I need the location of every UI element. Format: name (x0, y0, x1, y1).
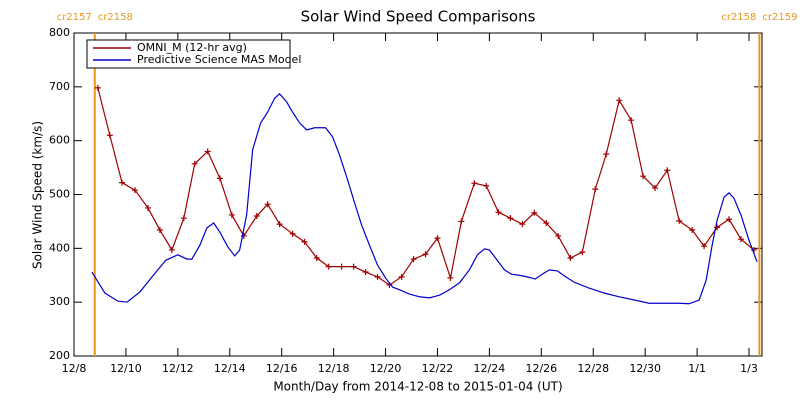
y-tick-label: 500 (49, 188, 70, 201)
x-tick-label: 12/16 (266, 362, 298, 375)
data-point (555, 232, 562, 239)
y-tick-label: 800 (49, 26, 70, 39)
data-point (737, 236, 744, 243)
data-point (531, 209, 538, 216)
data-point (689, 227, 696, 234)
data-point (592, 186, 599, 193)
data-point (458, 218, 465, 225)
legend-label: Predictive Science MAS Model (137, 53, 301, 66)
data-point (567, 255, 574, 262)
data-point (338, 263, 345, 270)
data-point (204, 148, 211, 155)
data-point (495, 209, 502, 216)
x-axis-label: Month/Day from 2014-12-08 to 2015-01-04 … (273, 380, 562, 394)
data-point (471, 180, 478, 187)
data-point (216, 175, 223, 182)
x-tick-label: 1/1 (688, 362, 706, 375)
data-point (106, 132, 113, 139)
data-point (374, 273, 381, 280)
data-point (180, 215, 187, 222)
x-tick-label: 12/14 (214, 362, 246, 375)
y-tick-label: 600 (49, 134, 70, 147)
y-tick-label: 700 (49, 80, 70, 93)
y-tick-label: 300 (49, 295, 70, 308)
data-point (313, 255, 320, 262)
data-point (447, 274, 454, 281)
x-tick-label: 12/10 (110, 362, 142, 375)
data-point (362, 269, 369, 276)
data-point (410, 256, 417, 263)
carrington-label: cr2157 (57, 12, 92, 23)
y-tick-label: 400 (49, 241, 70, 254)
data-point (628, 117, 635, 124)
data-point (603, 151, 610, 158)
x-tick-label: 12/22 (422, 362, 454, 375)
carrington-label: cr2159 (762, 12, 797, 23)
data-point (94, 84, 101, 91)
x-tick-label: 12/30 (629, 362, 661, 375)
x-tick-label: 12/18 (318, 362, 350, 375)
data-point (168, 246, 175, 253)
data-point (664, 167, 671, 174)
data-point (156, 227, 163, 234)
data-point (132, 187, 139, 194)
y-axis-label: Solar Wind Speed (km/s) (31, 121, 45, 269)
data-point (726, 216, 733, 223)
data-point (543, 220, 550, 227)
data-point (434, 235, 441, 242)
y-tick-label: 200 (49, 349, 70, 362)
x-tick-label: 12/12 (162, 362, 194, 375)
data-point (119, 179, 126, 186)
carrington-label: cr2158 (721, 12, 756, 23)
series-line (91, 92, 758, 305)
data-point (519, 221, 526, 228)
data-point (350, 263, 357, 270)
data-point (289, 230, 296, 237)
data-point (191, 160, 198, 167)
data-point (579, 249, 586, 256)
x-tick-label: 12/8 (62, 362, 87, 375)
data-point (240, 232, 247, 239)
x-tick-label: 12/24 (474, 362, 506, 375)
legend-label: OMNI_M (12-hr avg) (137, 41, 247, 54)
x-tick-label: 12/28 (577, 362, 609, 375)
carrington-label: cr2158 (98, 12, 133, 23)
x-tick-label: 12/26 (525, 362, 557, 375)
data-point (325, 263, 332, 270)
data-point (276, 221, 283, 228)
chart-title: Solar Wind Speed Comparisons (301, 8, 536, 26)
data-point (301, 238, 308, 245)
data-point (144, 204, 151, 211)
data-point (422, 251, 429, 258)
data-point (398, 273, 405, 280)
data-point (640, 173, 647, 180)
x-tick-label: 1/3 (740, 362, 758, 375)
data-point (264, 201, 271, 208)
data-point (676, 217, 683, 224)
data-point (253, 213, 260, 220)
data-point (483, 182, 490, 189)
data-point (652, 185, 659, 192)
data-point (616, 97, 623, 104)
data-point (507, 215, 514, 222)
data-point (701, 243, 708, 250)
x-tick-label: 12/20 (370, 362, 402, 375)
legend-box (86, 39, 291, 69)
data-point (228, 211, 235, 218)
